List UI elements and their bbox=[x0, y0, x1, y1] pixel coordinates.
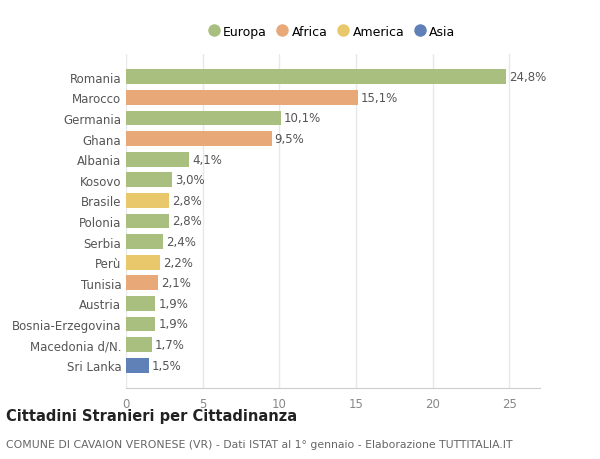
Bar bbox=[126, 112, 281, 126]
Text: 1,9%: 1,9% bbox=[158, 297, 188, 310]
Text: 2,1%: 2,1% bbox=[161, 277, 191, 290]
Bar bbox=[126, 296, 155, 311]
Bar bbox=[126, 152, 189, 167]
Bar bbox=[126, 255, 160, 270]
Text: 2,8%: 2,8% bbox=[172, 195, 202, 207]
Bar bbox=[126, 337, 152, 352]
Text: Cittadini Stranieri per Cittadinanza: Cittadini Stranieri per Cittadinanza bbox=[6, 408, 297, 423]
Text: 9,5%: 9,5% bbox=[275, 133, 304, 146]
Text: 4,1%: 4,1% bbox=[192, 153, 222, 166]
Bar bbox=[126, 276, 158, 291]
Bar bbox=[126, 194, 169, 208]
Bar bbox=[126, 235, 163, 249]
Text: 2,4%: 2,4% bbox=[166, 235, 196, 248]
Text: 15,1%: 15,1% bbox=[361, 92, 398, 105]
Text: 2,8%: 2,8% bbox=[172, 215, 202, 228]
Bar bbox=[126, 358, 149, 373]
Legend: Europa, Africa, America, Asia: Europa, Africa, America, Asia bbox=[205, 22, 461, 45]
Bar bbox=[126, 91, 358, 106]
Text: 2,2%: 2,2% bbox=[163, 256, 193, 269]
Text: COMUNE DI CAVAION VERONESE (VR) - Dati ISTAT al 1° gennaio - Elaborazione TUTTIT: COMUNE DI CAVAION VERONESE (VR) - Dati I… bbox=[6, 440, 512, 449]
Bar bbox=[126, 70, 506, 85]
Text: 1,5%: 1,5% bbox=[152, 359, 182, 372]
Bar bbox=[126, 317, 155, 331]
Bar bbox=[126, 173, 172, 188]
Text: 24,8%: 24,8% bbox=[509, 71, 547, 84]
Text: 1,7%: 1,7% bbox=[155, 338, 185, 351]
Text: 1,9%: 1,9% bbox=[158, 318, 188, 331]
Text: 3,0%: 3,0% bbox=[175, 174, 205, 187]
Text: 10,1%: 10,1% bbox=[284, 112, 321, 125]
Bar bbox=[126, 214, 169, 229]
Bar bbox=[126, 132, 272, 147]
